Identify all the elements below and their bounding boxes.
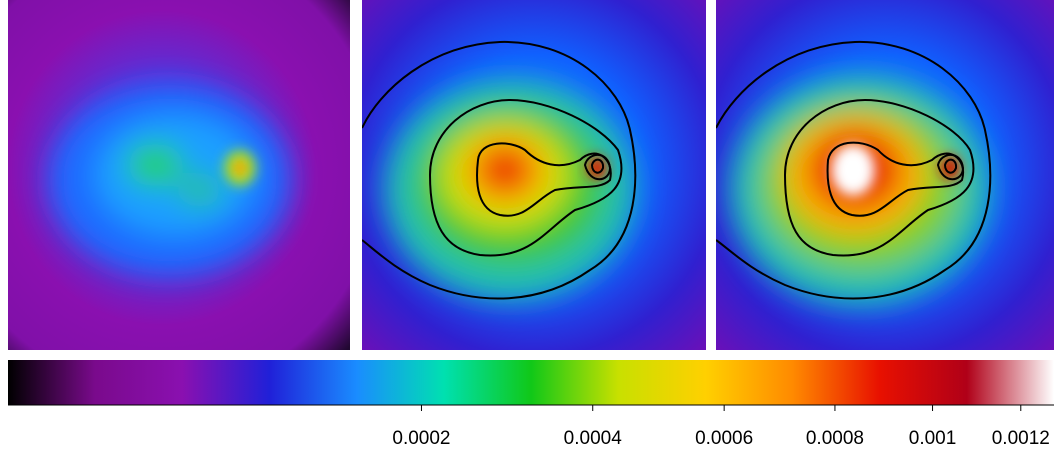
panel-middle xyxy=(362,0,706,350)
x-tick-label: 0.0008 xyxy=(806,428,864,449)
x-tick-label: 0.0004 xyxy=(564,428,623,449)
x-tick-label: 0.001 xyxy=(909,428,957,449)
x-tick-label: 0.0002 xyxy=(392,428,450,449)
panel-left xyxy=(8,0,350,350)
colorbar-gradient xyxy=(8,360,1054,405)
x-tick-label: 0.0012 xyxy=(992,428,1050,449)
colorbar: 0.0002 0.0004 0.0006 0.0008 0.001 0.0012 xyxy=(8,360,1054,449)
x-tick-label: 0.0006 xyxy=(695,428,753,449)
panel-right xyxy=(716,0,1054,350)
